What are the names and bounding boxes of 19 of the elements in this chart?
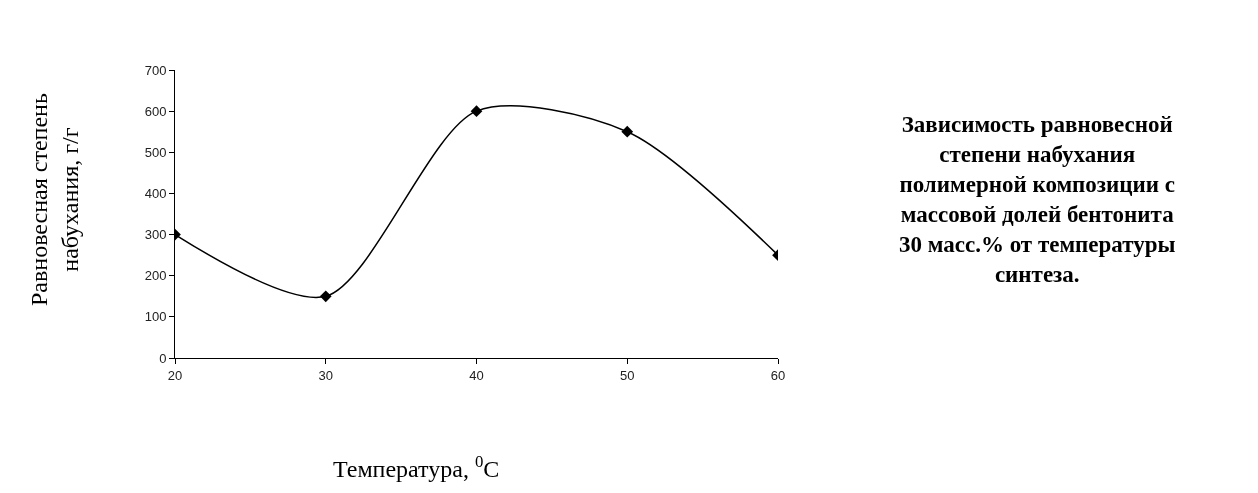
point <box>621 125 634 138</box>
x-axis-title: Температура, $^{0}$C <box>333 452 500 483</box>
y-tick-label: 0 <box>159 350 167 366</box>
y-axis-title: Равновесная степень набухания, г/г <box>25 93 83 306</box>
y-tick-label: 700 <box>144 62 167 78</box>
x-tick-label: 50 <box>620 367 635 383</box>
y-tick-label: 100 <box>144 309 167 325</box>
x-tick-label: 40 <box>469 367 484 383</box>
point <box>470 105 483 117</box>
x-tick-label: 20 <box>167 367 183 383</box>
x-tick-label: 30 <box>318 367 333 383</box>
text: Зависимость равновесной степени набухания полимерной композиции с массовой долей бентонита 30 масс.% от температуры синтеза. <box>899 112 1176 287</box>
y-tick-label: 400 <box>144 185 167 201</box>
y-tick-label: 600 <box>144 103 167 119</box>
y-tick-label: 500 <box>144 144 167 160</box>
y-tick-label: 300 <box>144 227 167 243</box>
point <box>319 290 332 303</box>
x-tick-label: 60 <box>770 367 786 383</box>
y-tick-label: 200 <box>144 268 167 284</box>
